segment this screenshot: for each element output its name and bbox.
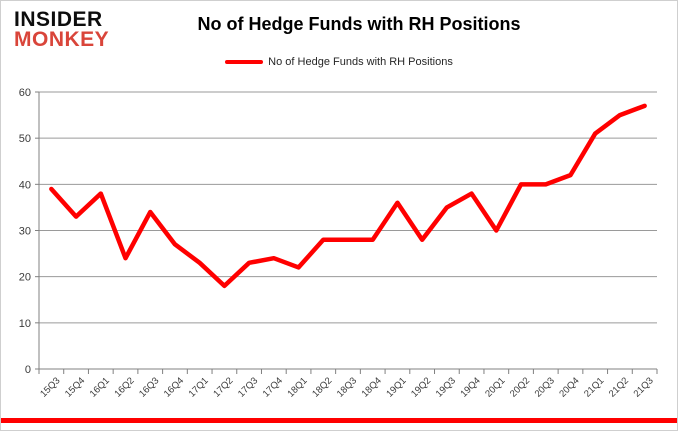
x-axis-tick-label: 15Q4 (63, 375, 87, 399)
x-axis-tick-label: 17Q3 (236, 375, 260, 399)
bottom-accent-bar (1, 418, 677, 423)
x-axis-tick-label: 20Q3 (533, 375, 557, 399)
logo-text-monkey: MONKEY (14, 27, 110, 51)
y-axis-tick-label: 30 (19, 226, 31, 238)
y-axis-tick-label: 60 (19, 87, 31, 99)
x-axis-tick-label: 17Q1 (187, 375, 211, 399)
x-axis-tick-label: 17Q2 (211, 375, 235, 399)
series-line (49, 103, 647, 289)
x-axis-tick-label: 20Q2 (508, 375, 532, 399)
y-axis-tick-label: 50 (19, 133, 31, 145)
x-axis-tick-label: 16Q4 (162, 375, 186, 399)
x-axis-tick-label: 16Q3 (137, 375, 161, 399)
x-axis-tick-label: 20Q1 (483, 375, 507, 399)
legend-line-swatch (225, 60, 264, 64)
x-axis-tick-label: 21Q3 (632, 375, 656, 399)
x-axis-tick-label: 18Q1 (285, 375, 309, 399)
y-axis-tick-label: 0 (25, 364, 31, 376)
x-axis-tick-label: 19Q3 (434, 375, 458, 399)
x-axis-tick-label: 18Q2 (310, 375, 334, 399)
x-axis-tick-label: 20Q4 (557, 375, 581, 399)
x-axis-tick-label: 19Q4 (459, 375, 483, 399)
x-axis-tick-label: 21Q2 (607, 375, 631, 399)
x-axis-tick-label: 19Q2 (409, 375, 433, 399)
chart-title: No of Hedge Funds with RH Positions (197, 14, 521, 34)
y-axis-tick-label: 10 (19, 318, 31, 330)
chart-legend: No of Hedge Funds with RH Positions (1, 56, 677, 68)
logo-text-insider: INSIDER (14, 8, 103, 31)
legend-label: No of Hedge Funds with RH Positions (268, 56, 453, 68)
x-axis-tick-label: 18Q3 (335, 375, 359, 399)
x-axis-tick-label: 21Q1 (582, 375, 606, 399)
insider-monkey-logo: INSIDER MONKEY (14, 8, 110, 51)
x-axis-tick-label: 19Q1 (384, 375, 408, 399)
y-axis-tick-label: 20 (19, 272, 31, 284)
x-axis-tick-label: 17Q4 (261, 375, 285, 399)
y-axis-tick-label: 40 (19, 179, 31, 191)
x-axis-tick-label: 15Q3 (38, 375, 62, 399)
x-axis-tick-label: 16Q2 (112, 375, 136, 399)
x-axis-tick-label: 16Q1 (88, 375, 112, 399)
x-axis-tick-label: 18Q4 (360, 375, 384, 399)
